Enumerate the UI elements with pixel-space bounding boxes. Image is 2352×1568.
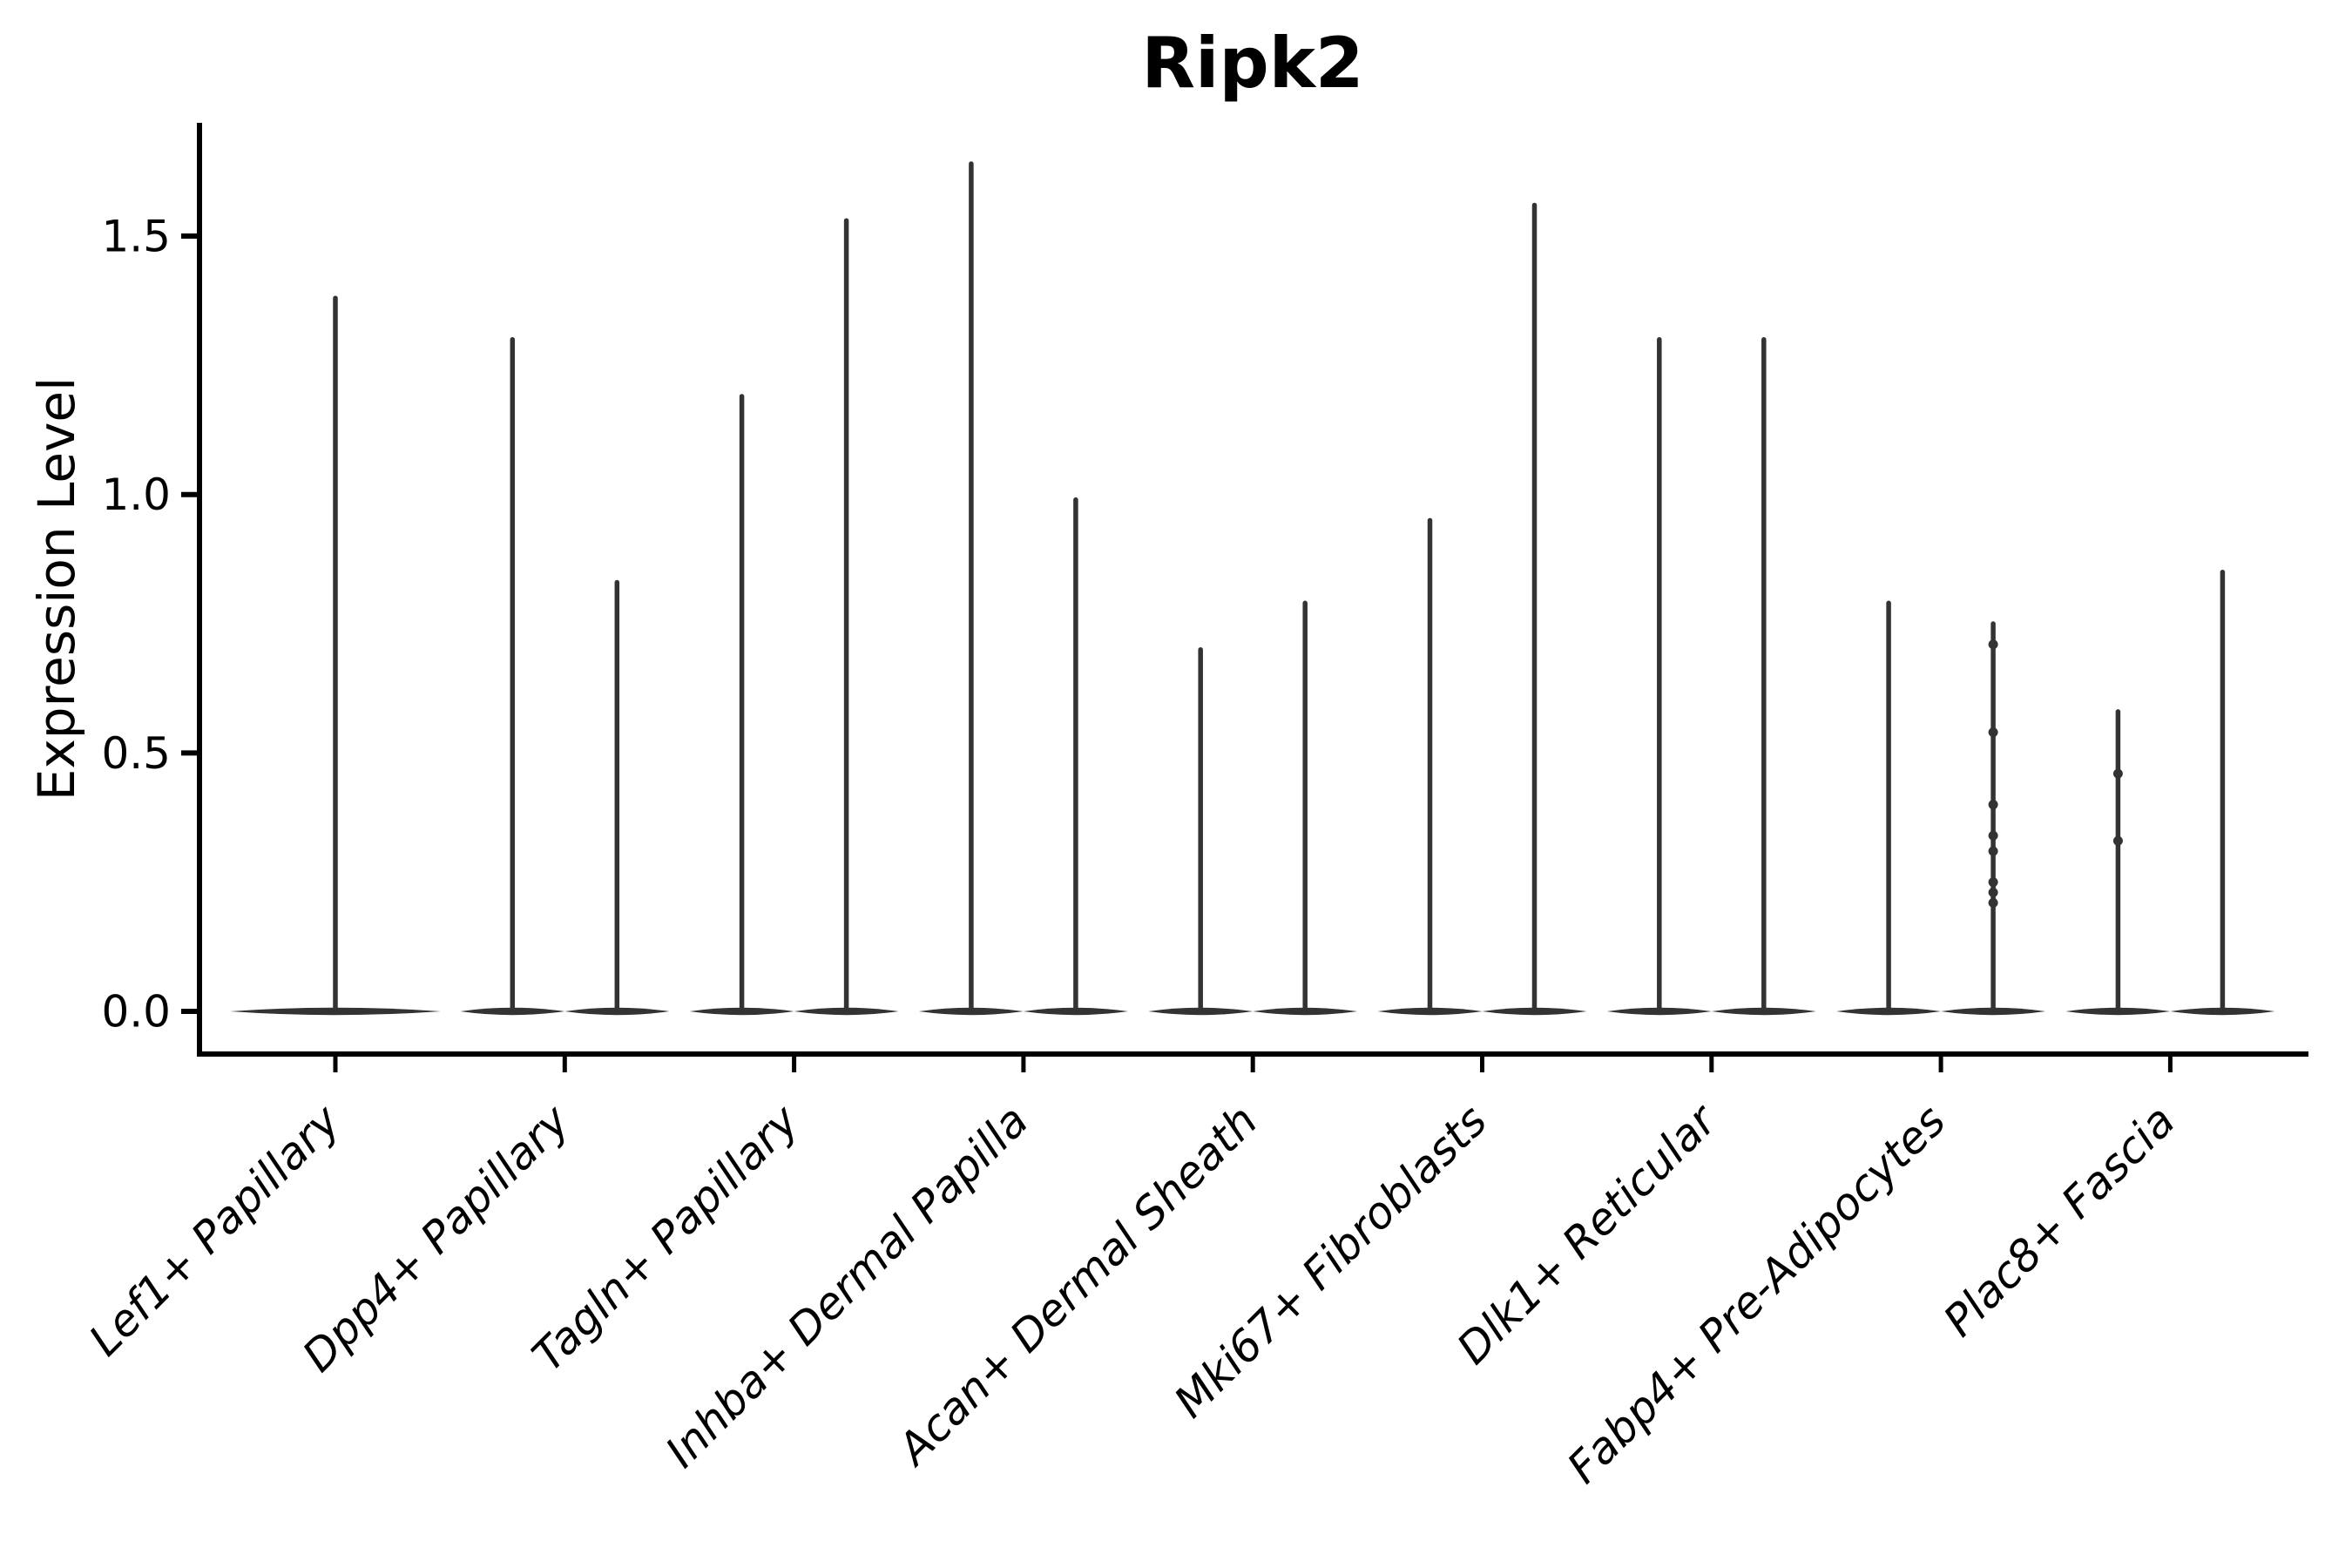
violin-category [460,336,670,1016]
plot-title: Ripk2 [1141,23,1363,104]
jitter-point [1988,727,1998,738]
violin-category [2065,569,2275,1016]
y-tick-label: 1.0 [101,470,171,520]
jitter-point [2112,835,2123,846]
jitter-point [1988,639,1998,650]
jitter-point [2112,768,2123,779]
jitter-point [1988,830,1998,841]
jitter-point [1988,800,1998,810]
x-tick-label: Fabp4+ Pre-Adipocytes [1558,1095,1956,1493]
x-tick-label: Inhba+ Dermal Papilla [656,1095,1037,1477]
jitter-point [1988,888,1998,898]
violin-category [1148,600,1358,1016]
violin-category [918,161,1128,1016]
violin-category [689,218,899,1016]
violin-category [1836,600,2046,1016]
jitter-point [1988,846,1998,856]
x-tick-label: Acan+ Dermal Sheath [887,1095,1267,1476]
y-tick-label: 0.0 [101,987,171,1037]
violin-category [230,295,441,1016]
jitter-point [1988,897,1998,908]
y-axis-label: Expression Level [27,377,86,801]
x-tick-label: Plac8+ Fascia [1934,1095,2185,1346]
jitter-point [1988,877,1998,888]
x-tick-label: Lef1+ Papillary [79,1094,350,1365]
violin-category [1606,336,1816,1016]
violin-category [1377,202,1587,1016]
y-tick-label: 1.5 [101,212,171,262]
y-tick-label: 0.5 [101,728,171,779]
